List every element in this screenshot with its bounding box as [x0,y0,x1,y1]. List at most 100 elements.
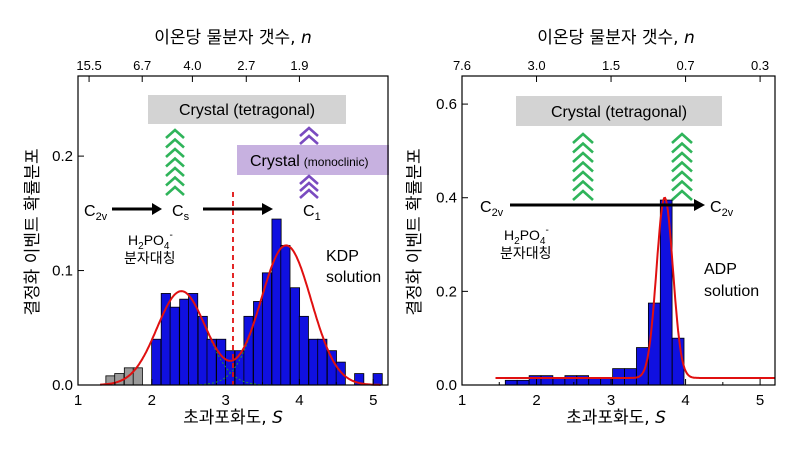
histogram-bar [552,377,566,386]
adp-ion-formula: H2PO4- [504,225,549,247]
chevron-up-icon [572,170,594,182]
kdp-fit-curve [100,244,381,386]
chevron-highlight [575,183,591,191]
chevron-highlight [674,164,690,172]
chevron-up-icon [671,179,693,192]
histogram-bar [289,287,301,386]
adp-top-ticks: 7.6 3.0 1.5 0.7 0.3 [453,58,769,82]
chevron-highlight [575,174,591,182]
chevron-up-icon [572,151,594,163]
histogram-bar [280,244,291,386]
chevron-up-icon [299,126,319,137]
chevron-up-icon [671,151,693,163]
chevron-up-icon [572,189,594,201]
y-tick-label: 0.0 [436,377,457,394]
chevron-highlight [302,178,316,185]
chevron-highlight [674,155,690,163]
green-chevron-stack-icon-b [671,132,693,201]
chevron-highlight [302,192,316,199]
chevron-highlight [575,145,591,153]
top-tick-label: 15.5 [76,58,101,73]
chevron-highlight [575,136,591,144]
chevron-up-icon [165,137,185,149]
y-tick-label: 0.4 [436,190,457,207]
histogram-bar [298,315,309,386]
chevron-highlight [168,141,182,148]
x-tick-label: 4 [295,392,303,409]
chevron-highlight [168,160,182,167]
chevron-highlight [674,145,690,153]
tetragonal-crystal-label: Crystal (tetragonal) [179,102,315,119]
adp-symmetry-label: 분자대칭 [500,246,552,262]
histogram-bar [612,368,625,386]
top-tick-label: 0.7 [677,58,695,73]
species-c2v-label: C2v [84,203,108,223]
chevron-highlight [168,151,182,158]
adp-fit-curve [495,196,775,379]
kdp-series-label-line1: KDP [326,248,359,265]
chevron-up-icon [165,185,185,196]
x-tick-label: 2 [532,392,540,409]
adp-series-label-line1: ADP [704,261,737,278]
adp-species-c2v-right: C2v [710,199,734,219]
chevron-up-icon [165,128,185,139]
chevron-highlight [302,138,316,145]
adp-y-ticks: 0.0 0.2 0.4 0.6 [436,96,468,394]
chevron-up-icon [671,132,693,144]
chevron-up-icon [299,174,319,185]
chevron-up-icon [165,156,185,168]
adp-tetragonal-crystal-label: Crystal (tetragonal) [551,104,687,121]
histogram-bar [516,379,530,386]
chevron-up-icon [165,166,185,177]
tetragonal-crystal-box [148,95,346,124]
chevron-up-icon [572,141,594,154]
histogram-bar [151,338,162,386]
adp-x-axis-label: 초과포화도, S [566,408,666,428]
x-tick-label: 3 [607,392,615,409]
y-tick-label: 0.0 [52,377,73,394]
chevron-highlight [302,130,316,137]
chevron-highlight [674,193,690,201]
kdp-top-axis-label: 이온당 물분자 갯수, n [154,28,312,48]
chevron-highlight [575,193,591,201]
kdp-y-ticks: 0.0 0.1 0.2 [52,148,84,394]
x-tick-label: 2 [148,392,156,409]
adp-x-ticks: 1 2 3 4 5 [458,379,764,409]
histogram-bar [179,298,190,386]
chevron-highlight [168,170,182,177]
adp-series-label-line2: solution [704,283,759,300]
top-tick-label: 2.7 [237,58,255,73]
histogram-bar [253,301,264,386]
adp-plot-frame [461,75,776,386]
species-cs-label: Cs [172,203,190,223]
top-tick-label: 4.0 [183,58,201,73]
adp-top-axis-label: 이온당 물분자 갯수, n [537,28,695,48]
x-tick-label: 5 [369,392,377,409]
top-tick-label: 6.7 [133,58,151,73]
x-tick-label: 5 [756,392,764,409]
adp-histogram-bars [504,199,685,386]
adp-species-c2v-left: C2v [480,199,504,219]
top-tick-label: 1.5 [602,58,620,73]
kdp-plot-frame [77,75,389,386]
adp-y-axis-label: 결정화 이벤트 확률분포 [405,148,425,315]
chevron-up-icon [671,141,693,154]
adp-tetragonal-crystal-box [516,96,722,126]
chevron-highlight [674,183,690,191]
adp-arrow-right-icon [694,199,705,211]
green-chevron-stack-icon [165,128,185,196]
chevron-up-icon [671,189,693,201]
y-tick-label: 0.2 [52,148,73,165]
histogram-bar [588,377,601,386]
chevron-up-icon [572,132,594,144]
kdp-x-ticks: 1 2 3 4 5 [74,379,377,409]
chevron-highlight [168,179,182,186]
arrow-right-icon-2 [262,203,273,215]
kdp-x-axis-label: 초과포화도, S [183,408,283,428]
chevron-up-icon [165,147,185,158]
purple-chevron-stack-icon [299,126,319,145]
top-tick-label: 1.9 [290,58,308,73]
kdp-top-ticks: 15.5 6.7 4.0 2.7 1.9 [76,58,308,82]
x-tick-label: 3 [221,392,229,409]
